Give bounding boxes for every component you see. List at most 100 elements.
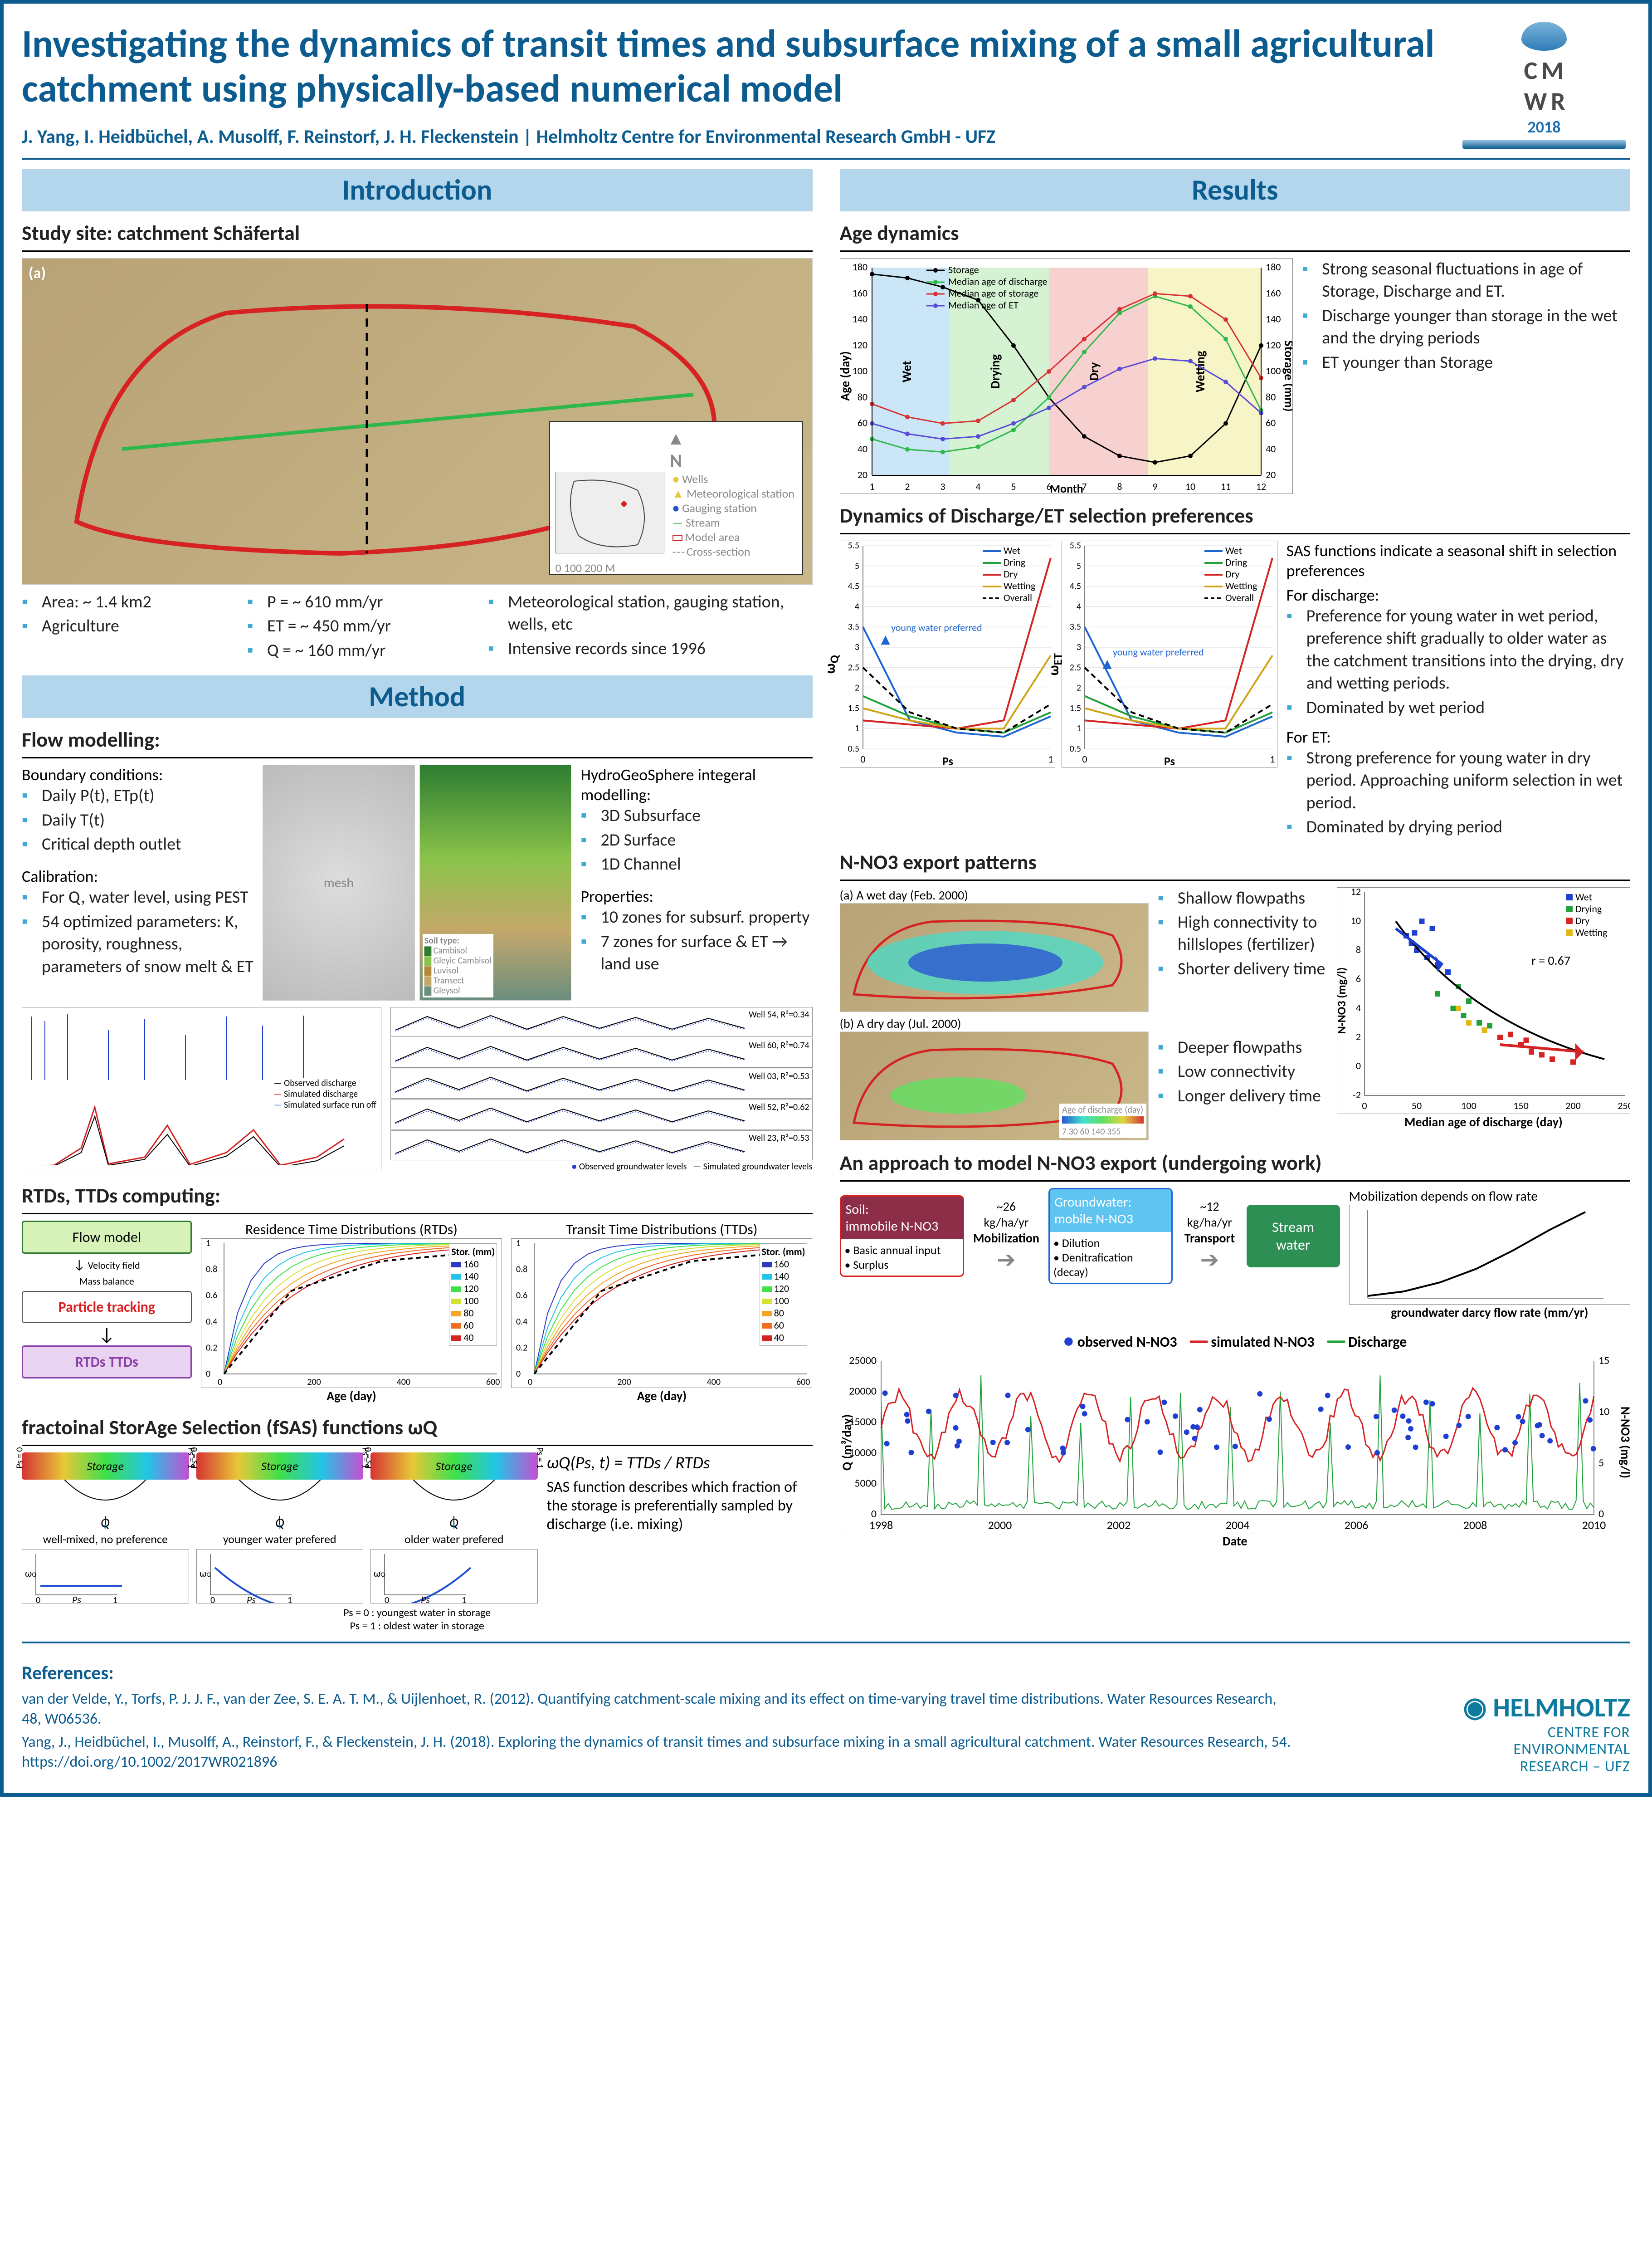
- svg-text:600: 600: [796, 1377, 810, 1388]
- sas-case: StoragePs = 0Ps = 1 Q younger water pref…: [196, 1452, 364, 1603]
- svg-text:Wet: Wet: [1004, 544, 1020, 557]
- svg-text:3: 3: [854, 642, 859, 653]
- age-dynamics-head: Age dynamics: [840, 220, 1631, 246]
- svg-text:Dry: Dry: [1004, 568, 1018, 580]
- svg-text:80: 80: [1266, 391, 1276, 403]
- svg-text:8: 8: [1117, 480, 1122, 493]
- study-site-map: (a) ▲N ● Wells ▲ Meteorological station …: [22, 258, 813, 585]
- ts-legend: ● observed N-NO3 ━━ simulated N-NO3 ━━ D…: [840, 1330, 1631, 1352]
- logo-text: C MW R: [1524, 55, 1564, 117]
- model-flow-row: Soil: immobile N-NO3 • Basic annual inpu…: [840, 1188, 1631, 1320]
- svg-text:0.5: 0.5: [1070, 743, 1081, 754]
- svg-text:4.5: 4.5: [848, 581, 859, 592]
- sas-axis-note: Ps = 0 : youngest water in storage Ps = …: [22, 1606, 813, 1633]
- authors-line: J. Yang, I. Heidbüchel, A. Musolff, F. R…: [22, 125, 1440, 148]
- svg-text:Wet: Wet: [898, 361, 914, 382]
- svg-text:10: 10: [1185, 480, 1195, 493]
- well-chart: Well 60, R²=0.74: [390, 1038, 813, 1068]
- svg-text:140: 140: [852, 313, 867, 325]
- svg-text:Ps: Ps: [421, 1593, 430, 1603]
- svg-text:1: 1: [1077, 723, 1081, 734]
- logo-skyline-icon: [1462, 140, 1626, 149]
- age-bullets: Strong seasonal fluctuations in age of S…: [1302, 258, 1630, 494]
- svg-text:60: 60: [857, 417, 867, 429]
- svg-text:1: 1: [206, 1239, 210, 1249]
- model-meshes: mesh Soil type: ▇ Cambisol ▇ Gleyic Camb…: [263, 765, 571, 1001]
- age-dynamics-row: WetDryingDryWetting202040406060808010010…: [840, 258, 1631, 494]
- svg-text:5.5: 5.5: [1070, 541, 1081, 551]
- sas-row: StoragePs = 0Ps = 1 Q well-mixed, no pre…: [22, 1452, 813, 1603]
- omega-q-chart: 0.511.522.533.544.555.501PsWetDringDryWe…: [840, 541, 1056, 767]
- omega-et-chart: 0.511.522.533.544.555.501PsWetDringDryWe…: [1062, 541, 1277, 767]
- nno3-row: (a) A wet day (Feb. 2000) (b) A dry day …: [840, 887, 1631, 1140]
- svg-text:400: 400: [396, 1377, 410, 1388]
- selection-charts: 0.511.522.533.544.555.501PsWetDringDryWe…: [840, 541, 1277, 841]
- svg-text:180: 180: [1266, 261, 1281, 273]
- germany-inset-map: [556, 472, 664, 553]
- rtd-chart-block: Residence Time Distributions (RTDs) 00.2…: [201, 1221, 502, 1404]
- svg-text:60: 60: [1266, 417, 1276, 429]
- svg-text:N-NO3 (mg/l): N-NO3 (mg/l): [1337, 967, 1349, 1034]
- svg-text:3: 3: [940, 480, 945, 493]
- flow-modelling-head: Flow modelling:: [22, 727, 813, 753]
- svg-text:2006: 2006: [1344, 1518, 1368, 1532]
- svg-text:5: 5: [854, 561, 859, 572]
- svg-text:Storage: Storage: [948, 264, 979, 276]
- svg-text:0: 0: [1362, 1100, 1367, 1112]
- svg-text:0: 0: [516, 1369, 521, 1379]
- calibration-plots-row: — Observed discharge — Simulated dischar…: [22, 1007, 813, 1172]
- svg-text:200: 200: [1565, 1100, 1580, 1112]
- gw-box: Groundwater: mobile N-NO3 • Dilution• De…: [1048, 1188, 1173, 1284]
- svg-text:Wet: Wet: [1575, 891, 1592, 903]
- svg-text:4: 4: [975, 480, 980, 493]
- svg-text:40: 40: [857, 443, 867, 455]
- svg-text:Q: Q: [275, 1515, 284, 1530]
- svg-text:0.6: 0.6: [206, 1290, 217, 1301]
- mobilization-arrow: ~26 kg/ha/yrMobilization➔: [973, 1198, 1039, 1274]
- discharge-legend: — Observed discharge — Simulated dischar…: [273, 1078, 376, 1110]
- discharge-calibration-chart: — Observed discharge — Simulated dischar…: [22, 1007, 381, 1170]
- svg-text:20: 20: [1266, 469, 1276, 481]
- sas-case: StoragePs = 0Ps = 1 Q older water prefer…: [370, 1452, 538, 1603]
- rtd-row: Flow model ↓ Velocity fieldMass balance …: [22, 1221, 813, 1404]
- footer: References: van der Velde, Y., Torfs, P.…: [22, 1662, 1630, 1775]
- svg-text:0.2: 0.2: [516, 1343, 527, 1354]
- svg-text:4: 4: [1077, 601, 1081, 612]
- ufz-logo: ◉ HELMHOLTZ CENTRE FOR ENVIRONMENTAL RES…: [1463, 1691, 1630, 1775]
- svg-text:600: 600: [486, 1377, 500, 1388]
- svg-text:2: 2: [854, 683, 859, 694]
- wet-day-map: [840, 903, 1149, 1012]
- helmholtz-swirl-icon: ◉ HELMHOLTZ: [1463, 1691, 1630, 1724]
- svg-text:Ps: Ps: [942, 754, 953, 767]
- ttd-chart-block: Transit Time Distributions (TTDs) 00.20.…: [511, 1221, 812, 1404]
- svg-text:160: 160: [1266, 287, 1281, 299]
- svg-text:120: 120: [1266, 339, 1281, 351]
- svg-text:180: 180: [852, 261, 867, 273]
- mesh-soil-icon: Soil type: ▇ Cambisol ▇ Gleyic Cambisol …: [419, 765, 572, 1001]
- intro-heading: Introduction: [22, 169, 813, 211]
- svg-text:Storage (mm): Storage (mm): [1281, 340, 1293, 411]
- svg-text:1: 1: [288, 1595, 292, 1603]
- sas-desc-block: ωQ(Ps, t) = TTDs / RTDs SAS function des…: [547, 1452, 813, 1603]
- selection-head: Dynamics of Discharge/ET selection prefe…: [840, 503, 1631, 528]
- facts-left: Area: ~ 1.4 km2 Agriculture: [22, 591, 238, 664]
- storage-colorbar: Stor. (mm) 160 140 120 100 80 60 40: [449, 1243, 497, 1346]
- svg-text:Dring: Dring: [1004, 556, 1025, 568]
- study-site-head: Study site: catchment Schäfertal: [22, 220, 813, 246]
- svg-text:Drying: Drying: [987, 354, 1003, 389]
- water-drop-icon: [1521, 22, 1567, 51]
- stream-box: Stream water: [1247, 1205, 1340, 1267]
- svg-text:150: 150: [1513, 1100, 1528, 1112]
- svg-text:0.4: 0.4: [206, 1316, 217, 1327]
- svg-text:Age (day): Age (day): [840, 351, 853, 401]
- ttd-chart: 00.20.40.60.810200400600 Stor. (mm) 160 …: [511, 1238, 812, 1388]
- svg-text:5: 5: [1077, 561, 1081, 572]
- timeseries-chart: 0500010000150002000025000051015199820002…: [840, 1352, 1631, 1533]
- svg-text:200: 200: [307, 1377, 321, 1388]
- rtd-head: RTDs, TTDs computing:: [22, 1183, 813, 1208]
- svg-text:1: 1: [516, 1239, 521, 1249]
- svg-text:1.5: 1.5: [848, 703, 859, 714]
- svg-text:r = 0.67: r = 0.67: [1531, 953, 1570, 968]
- svg-text:9: 9: [1152, 480, 1157, 493]
- references-block: References: van der Velde, Y., Torfs, P.…: [22, 1662, 1291, 1775]
